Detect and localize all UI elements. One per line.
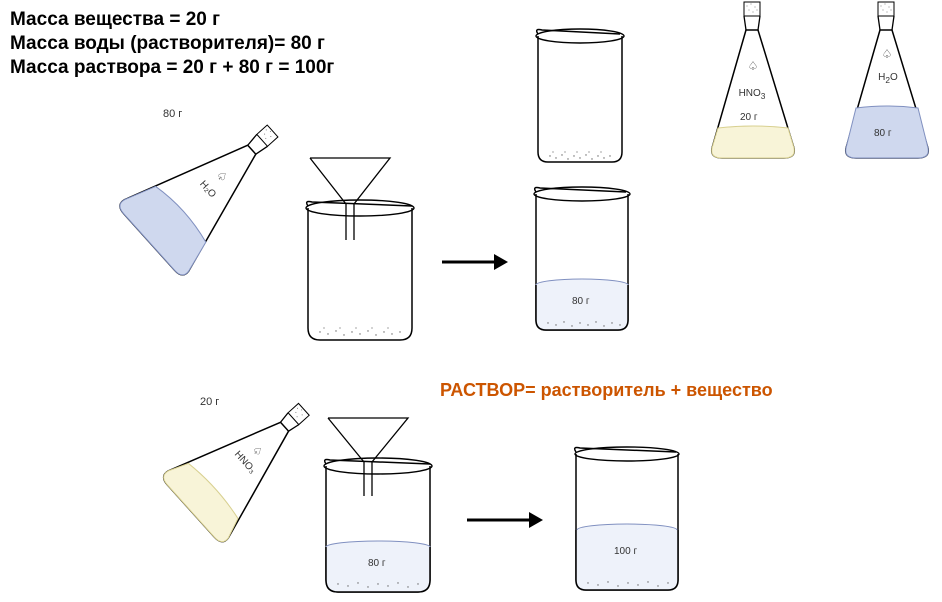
heading-line-1: Масса вещества = 20 г	[10, 8, 334, 32]
top-empty-beaker	[520, 22, 640, 172]
mid-beaker-80g	[518, 180, 648, 340]
result-beaker	[558, 440, 698, 600]
arrow-2	[465, 508, 545, 532]
pour-target-beaker	[280, 150, 440, 350]
bottom-beaker-label: 80 г	[368, 558, 386, 569]
top-h2o-formula: H2O	[874, 72, 902, 85]
result-beaker-label: 100 г	[614, 546, 637, 557]
equation-text: РАСТВОР= растворитель + вещество	[440, 380, 773, 401]
heading-line-2: Масса воды (растворителя)= 80 г	[10, 32, 334, 56]
top-hno3-flask: ♤	[698, 0, 808, 168]
top-h2o-amount: 80 г	[874, 128, 892, 139]
top-hno3-formula: HNO3	[736, 88, 768, 101]
svg-text:♤: ♤	[213, 168, 231, 185]
bottom-target-beaker	[298, 412, 458, 602]
svg-text:♤: ♤	[249, 444, 265, 459]
heading-block: Масса вещества = 20 г Масса воды (раство…	[10, 8, 334, 79]
svg-text:♤: ♤	[882, 47, 893, 61]
arrow-1	[440, 250, 510, 274]
mid-beaker-label: 80 г	[572, 296, 590, 307]
svg-text:H₂O: H₂O	[197, 179, 218, 201]
heading-line-3: Масса раствора = 20 г + 80 г = 100г	[10, 56, 334, 80]
svg-text:♤: ♤	[748, 59, 759, 73]
top-hno3-amount: 20 г	[740, 112, 758, 123]
